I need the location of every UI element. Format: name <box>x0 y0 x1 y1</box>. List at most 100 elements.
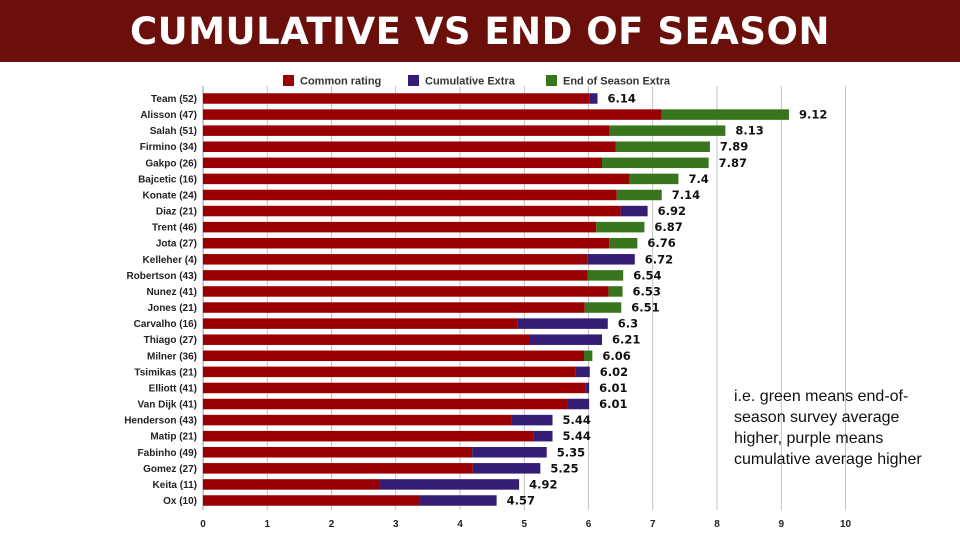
bar-segment <box>203 157 602 169</box>
x-tick-label: 6 <box>586 519 592 530</box>
bar-segment <box>601 157 709 169</box>
title-bar: CUMULATIVE VS END OF SEASON <box>0 0 960 62</box>
legend-label: End of Season Extra <box>563 76 671 88</box>
bar-segment <box>203 366 576 378</box>
bar-segment <box>472 463 541 474</box>
x-tick-label: 10 <box>840 519 852 530</box>
category-label: Firmino (34) <box>140 142 197 153</box>
bar-segment <box>203 221 597 233</box>
bar-segment <box>616 189 662 201</box>
page-title: CUMULATIVE VS END OF SEASON <box>130 9 830 53</box>
category-label: Jota (27) <box>156 239 197 250</box>
data-label: 6.01 <box>599 381 627 395</box>
data-label: 4.92 <box>529 477 557 491</box>
bar-segment <box>203 382 586 394</box>
bar-segment <box>203 205 621 217</box>
data-label: 6.51 <box>631 301 659 315</box>
bar-segment <box>615 141 710 152</box>
category-label: Konate (24) <box>143 190 197 201</box>
bar-segment <box>584 350 593 362</box>
category-label: Jones (21) <box>148 303 197 314</box>
bar-segment <box>203 414 512 426</box>
category-label: Team (52) <box>151 94 197 105</box>
bar-segment <box>472 447 547 458</box>
bar-segment <box>203 447 473 458</box>
bar-segment <box>203 430 534 442</box>
category-label: Kelleher (4) <box>143 255 197 266</box>
category-label: Keita (11) <box>153 480 197 491</box>
bar-segment <box>203 270 588 281</box>
bar-segment <box>203 463 473 474</box>
data-label: 4.57 <box>507 494 535 508</box>
bar-segment <box>589 93 598 104</box>
data-label: 9.12 <box>799 108 827 122</box>
category-label: Robertson (43) <box>126 271 197 282</box>
data-label: 6.3 <box>618 317 638 331</box>
category-label: Milner (36) <box>147 351 197 362</box>
bar-segment <box>203 350 585 362</box>
bar-segment <box>608 286 623 297</box>
category-label: Nunez (41) <box>146 287 197 298</box>
bar-segment <box>203 109 662 120</box>
x-tick-label: 0 <box>200 519 206 530</box>
data-label: 6.92 <box>658 204 686 218</box>
bar-segment <box>575 366 590 378</box>
data-label: 8.13 <box>735 124 763 138</box>
category-label: Matip (21) <box>150 432 197 443</box>
bar-segment <box>587 254 635 265</box>
data-label: 6.21 <box>612 333 640 347</box>
category-label: Gomez (27) <box>143 464 197 475</box>
bar-segment <box>661 109 789 120</box>
category-label: Thiago (27) <box>144 335 197 346</box>
bar-segment <box>585 382 590 394</box>
category-label: Salah (51) <box>150 126 197 137</box>
x-tick-label: 9 <box>778 519 784 530</box>
category-label: Ox (10) <box>163 496 197 507</box>
legend-swatch <box>283 75 294 86</box>
x-tick-label: 1 <box>264 519 270 530</box>
data-label: 5.25 <box>550 461 578 475</box>
category-label: Bajcetic (16) <box>138 174 197 185</box>
bar-segment <box>203 398 568 410</box>
category-label: Trent (46) <box>152 223 197 234</box>
data-label: 6.01 <box>599 397 627 411</box>
bar-segment <box>620 205 648 217</box>
bar-segment <box>379 479 520 490</box>
category-label: Henderson (43) <box>124 416 197 427</box>
bar-segment <box>511 414 553 426</box>
category-label: Elliott (41) <box>149 383 197 394</box>
bar-segment <box>203 93 590 104</box>
bar-segment <box>203 334 531 345</box>
category-label: Alisson (47) <box>140 110 197 121</box>
bar-segment <box>203 318 518 329</box>
data-label: 6.87 <box>654 220 682 234</box>
legend-label: Cumulative Extra <box>425 76 516 88</box>
data-label: 6.14 <box>607 92 635 106</box>
bar-segment <box>203 495 420 506</box>
bar-segment <box>203 254 588 265</box>
bar-segment <box>530 334 602 345</box>
bar-segment <box>203 237 610 249</box>
data-label: 6.54 <box>633 268 661 282</box>
bar-segment <box>609 237 638 249</box>
bar-segment <box>203 479 380 490</box>
bar-segment <box>609 125 726 136</box>
data-label: 5.44 <box>563 413 591 427</box>
x-tick-label: 8 <box>714 519 720 530</box>
bar-segment <box>419 495 497 506</box>
data-label: 6.76 <box>647 236 675 250</box>
bar-segment <box>517 318 608 329</box>
legend-swatch <box>408 75 419 86</box>
x-tick-label: 7 <box>650 519 656 530</box>
category-label: Diaz (21) <box>156 207 197 218</box>
x-tick-label: 3 <box>393 519 399 530</box>
category-label: Gakpo (26) <box>145 158 197 169</box>
data-label: 5.35 <box>557 445 585 459</box>
bar-segment <box>596 221 645 233</box>
bar-segment <box>567 398 590 410</box>
bar-segment <box>587 270 624 281</box>
data-label: 7.87 <box>719 156 747 170</box>
x-tick-label: 5 <box>521 519 527 530</box>
chart-note: i.e. green means end-of-season survey av… <box>734 388 922 468</box>
category-label: Fabinho (49) <box>138 448 197 459</box>
